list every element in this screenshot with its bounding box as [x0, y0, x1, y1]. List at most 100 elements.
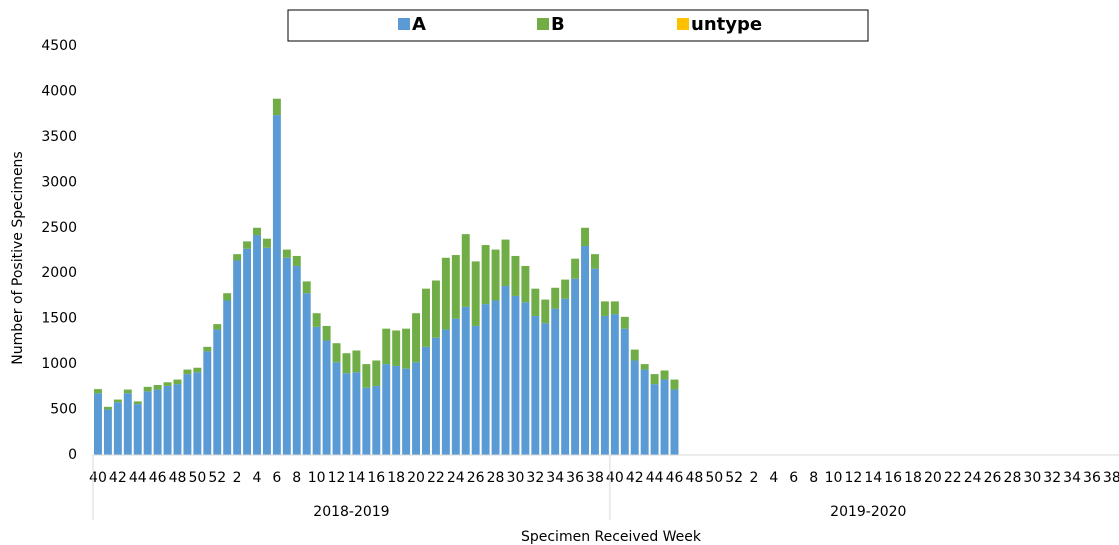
- bar-segment: [163, 385, 172, 455]
- bar-segment: [461, 306, 470, 455]
- bar-segment: [243, 241, 252, 249]
- bar-segment: [322, 340, 331, 455]
- bar-segment: [660, 370, 669, 380]
- bar-segment: [292, 255, 301, 266]
- bar-segment: [332, 362, 341, 455]
- bar-segment: [412, 362, 421, 455]
- bar-segment: [362, 364, 371, 388]
- x-tick-label: 12: [328, 470, 346, 486]
- bar-segment: [610, 301, 619, 315]
- bar-segment: [362, 387, 371, 455]
- bar-segment: [521, 265, 530, 303]
- x-tick-label: 32: [1043, 470, 1061, 486]
- bar-segment: [541, 323, 550, 455]
- bar-segment: [551, 308, 560, 455]
- group-label: 2019-2020: [830, 504, 906, 520]
- x-tick-label: 38: [586, 470, 604, 486]
- bar-segment: [581, 245, 590, 455]
- bar-segment: [243, 248, 252, 455]
- x-tick-label: 40: [606, 470, 624, 486]
- bar-segment: [441, 257, 450, 330]
- bar-segment: [412, 313, 421, 363]
- bar-segment: [372, 360, 381, 386]
- bar-segment: [342, 353, 351, 374]
- bar-segment: [610, 314, 619, 455]
- x-tick-label: 12: [844, 470, 862, 486]
- x-tick-label: 34: [546, 470, 564, 486]
- legend-label: A: [412, 14, 426, 35]
- x-tick-label: 48: [685, 470, 703, 486]
- bar-segment: [292, 265, 301, 455]
- y-tick-label: 2000: [41, 265, 77, 281]
- x-tick-label: 8: [292, 470, 301, 486]
- bar-segment: [441, 329, 450, 455]
- bar-segment: [640, 369, 649, 455]
- y-tick-label: 3000: [41, 174, 77, 190]
- x-tick-label: 2: [233, 470, 242, 486]
- bar-segment: [153, 389, 162, 455]
- bar-segment: [511, 295, 520, 455]
- bar-segment: [163, 382, 172, 386]
- bar-segment: [481, 304, 490, 455]
- bar-segment: [282, 249, 291, 258]
- x-tick-label: 44: [646, 470, 664, 486]
- x-tick-label: 38: [1103, 470, 1119, 486]
- bar-segment: [551, 287, 560, 309]
- bar-segment: [203, 351, 212, 455]
- x-tick-label: 36: [566, 470, 584, 486]
- y-tick-label: 500: [50, 402, 77, 418]
- bar-segment: [402, 368, 411, 455]
- y-tick-label: 0: [68, 447, 77, 463]
- x-tick-label: 10: [308, 470, 326, 486]
- legend-swatch: [677, 18, 689, 30]
- y-axis-title: Number of Positive Specimens: [10, 151, 26, 364]
- bar-segment: [93, 393, 102, 455]
- bar-segment: [213, 324, 222, 330]
- x-tick-label: 36: [1083, 470, 1101, 486]
- bar-segment: [581, 227, 590, 246]
- y-tick-label: 4500: [41, 38, 77, 54]
- x-tick-label: 30: [1023, 470, 1041, 486]
- bar-segment: [173, 384, 182, 455]
- x-tick-label: 30: [507, 470, 525, 486]
- x-tick-label: 22: [427, 470, 445, 486]
- y-tick-label: 3500: [41, 129, 77, 145]
- bar-segment: [183, 374, 192, 455]
- x-tick-label: 14: [347, 470, 365, 486]
- bar-segment: [173, 379, 182, 385]
- bar-segment: [392, 365, 401, 455]
- x-tick-label: 32: [526, 470, 544, 486]
- bar-segment: [501, 239, 510, 286]
- x-tick-label: 6: [789, 470, 798, 486]
- bar-segment: [133, 401, 142, 405]
- bar-segment: [153, 385, 162, 390]
- bar-segment: [471, 325, 480, 455]
- bar-segment: [213, 329, 222, 455]
- bar-segment: [352, 372, 361, 455]
- bar-segment: [93, 389, 102, 394]
- bar-segment: [630, 349, 639, 361]
- x-tick-label: 10: [825, 470, 843, 486]
- bar-segment: [561, 279, 570, 299]
- legend-label: B: [551, 14, 565, 35]
- x-tick-label: 2: [750, 470, 759, 486]
- bar-segment: [352, 350, 361, 373]
- bar-segment: [262, 238, 271, 248]
- bar-segment: [253, 227, 261, 236]
- x-tick-label: 52: [725, 470, 743, 486]
- bar-segment: [620, 316, 629, 329]
- x-tick-label: 24: [964, 470, 982, 486]
- x-tick-label: 46: [149, 470, 167, 486]
- bar-segment: [312, 326, 321, 455]
- bar-segment: [372, 385, 381, 455]
- bar-segment: [302, 293, 311, 455]
- bar-segment: [640, 364, 649, 370]
- x-tick-label: 48: [169, 470, 187, 486]
- bar-segment: [183, 369, 192, 375]
- x-tick-label: 44: [129, 470, 147, 486]
- bar-segment: [571, 258, 580, 279]
- bar-segment: [650, 374, 659, 385]
- bar-segment: [402, 328, 411, 369]
- bar-segment: [491, 300, 500, 455]
- bar-segment: [253, 235, 261, 455]
